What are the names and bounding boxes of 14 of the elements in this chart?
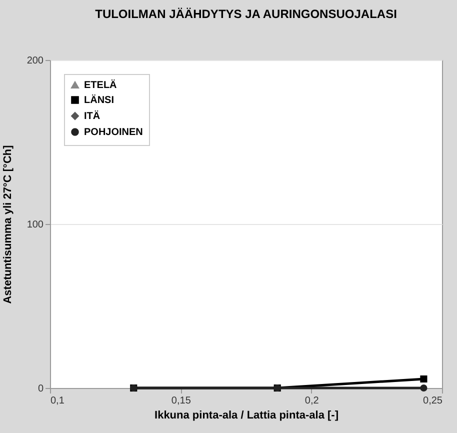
chart-title: TULOILMAN JÄÄHDYTYS JA AURINGONSUOJALASI	[95, 7, 397, 21]
x-axis-title: Ikkuna pinta-ala / Lattia pinta-ala [-]	[154, 410, 339, 422]
legend-label: LÄNSI	[84, 94, 114, 106]
y-tick-label: 100	[26, 220, 44, 230]
x-tick-label: 0,25	[423, 396, 443, 406]
y-tick-label: 0	[38, 384, 44, 394]
legend-label: ETELÄ	[84, 79, 117, 91]
x-tick-label: 0,2	[304, 396, 320, 406]
y-tick-label: 200	[26, 56, 44, 66]
x-tick-label: 0,15	[171, 396, 192, 406]
legend-label: POHJOINEN	[84, 127, 143, 138]
x-tick-label: 0,1	[50, 396, 65, 406]
y-axis-title: Astetuntisumma yli 27°C [°Ch]	[2, 144, 14, 304]
legend-label: ITÄ	[84, 110, 100, 122]
